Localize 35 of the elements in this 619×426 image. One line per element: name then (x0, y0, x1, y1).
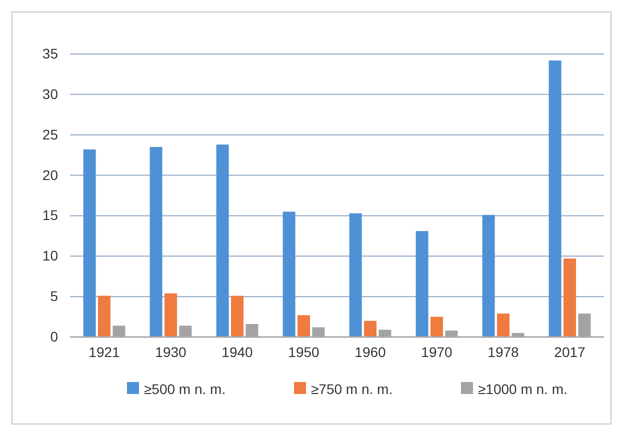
bar (364, 320, 376, 337)
bar (231, 296, 244, 337)
bar (430, 316, 443, 337)
y-tick-label: 10 (42, 248, 58, 264)
bar (298, 315, 310, 337)
y-tick-label: 35 (42, 45, 58, 62)
bar (482, 214, 495, 337)
bar (564, 258, 576, 337)
x-tick-label: 1960 (354, 344, 386, 360)
bar (497, 314, 510, 337)
legend-label: ≥500 m n. m. (144, 381, 226, 397)
legend-label: ≥1000 m n. m. (478, 381, 568, 397)
bar (216, 144, 229, 337)
legend-label: ≥750 m n. m. (311, 381, 393, 397)
x-tick-label: 1970 (421, 344, 453, 360)
bar (282, 212, 296, 337)
y-tick-label: 15 (42, 207, 58, 224)
y-tick-label: 30 (42, 86, 58, 102)
y-tick-label: 5 (50, 288, 58, 304)
bar (83, 149, 96, 337)
x-tick-label: 1950 (288, 344, 320, 360)
bar (150, 146, 162, 337)
x-tick-label: 1978 (488, 344, 520, 360)
bar (349, 213, 362, 337)
y-tick-label: 20 (42, 166, 58, 183)
bar (164, 293, 177, 337)
x-tick-label: 1940 (222, 344, 254, 360)
bar (548, 60, 562, 337)
y-tick-label: 0 (50, 328, 58, 344)
x-tick-label: 1921 (88, 344, 120, 360)
x-tick-label: 2017 (554, 344, 586, 360)
bar (416, 231, 428, 337)
y-tick-label: 25 (42, 126, 58, 142)
bar (98, 296, 110, 337)
x-tick-label: 1930 (155, 344, 187, 360)
